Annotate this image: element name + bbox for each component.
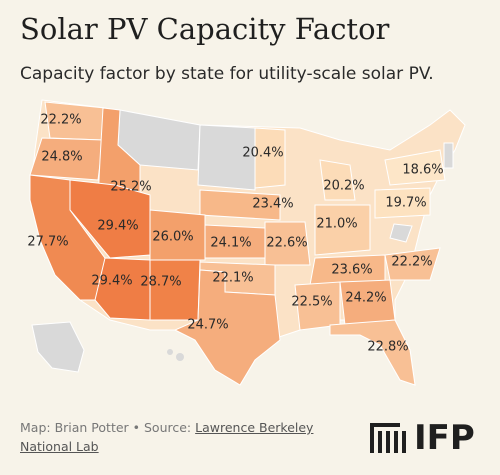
state <box>29 137 104 181</box>
state <box>319 159 356 201</box>
value-label: 23.4% <box>252 197 293 212</box>
map: 22.2% 24.8% 25.2% 20.4% 18.6% 20.2% 19.7% 23.4%… <box>27 99 466 386</box>
value-label: 24.8% <box>41 150 82 165</box>
subtitle: Capacity factor by state for utility-sca… <box>20 64 434 84</box>
value-label: 26.0% <box>152 230 193 245</box>
state <box>173 269 281 386</box>
no-data-state <box>389 223 413 243</box>
value-label: 27.7% <box>27 235 68 250</box>
value-label: 20.2% <box>323 179 364 194</box>
no-data-state <box>443 142 454 169</box>
state <box>264 221 311 266</box>
value-label: 22.2% <box>391 255 432 270</box>
state <box>384 149 446 186</box>
state <box>374 187 431 219</box>
state <box>254 127 286 189</box>
value-label: 24.7% <box>187 318 228 333</box>
state <box>384 247 441 281</box>
state <box>314 204 371 256</box>
source-link[interactable]: Lawrence Berkeley National Lab <box>20 420 314 454</box>
state <box>149 259 201 321</box>
value-label: 21.0% <box>316 217 357 232</box>
no-data-state <box>31 321 85 373</box>
credit: Map: Brian Potter • Source: <box>20 420 192 435</box>
state <box>149 209 206 261</box>
value-label: 23.6% <box>331 263 372 278</box>
value-label: 25.2% <box>110 180 151 195</box>
value-label: 22.1% <box>212 271 253 286</box>
logo-icon <box>370 423 406 453</box>
state <box>199 189 281 221</box>
value-label: 22.8% <box>367 340 408 355</box>
value-label: 29.4% <box>91 274 132 289</box>
footer: Map: Brian Potter • Source: Lawrence Ber… <box>20 418 350 456</box>
no-data-state <box>167 349 173 355</box>
state <box>329 319 416 386</box>
value-label: 22.5% <box>291 295 332 310</box>
no-data-state <box>197 124 256 191</box>
value-label: 24.2% <box>345 291 386 306</box>
value-label: 22.6% <box>266 236 307 251</box>
value-label: 18.6% <box>402 163 443 178</box>
logo-text: IFP <box>414 418 475 458</box>
value-label: 24.1% <box>210 236 251 251</box>
value-label: 19.7% <box>385 196 426 211</box>
state <box>94 257 151 321</box>
value-label: 29.4% <box>97 219 138 234</box>
value-label: 28.7% <box>140 275 181 290</box>
value-label: 22.2% <box>40 113 81 128</box>
title: Solar PV Capacity Factor <box>20 12 390 46</box>
value-label: 20.4% <box>242 146 283 161</box>
logo: IFP <box>370 418 475 458</box>
no-data-state <box>176 353 184 361</box>
state <box>97 107 141 201</box>
